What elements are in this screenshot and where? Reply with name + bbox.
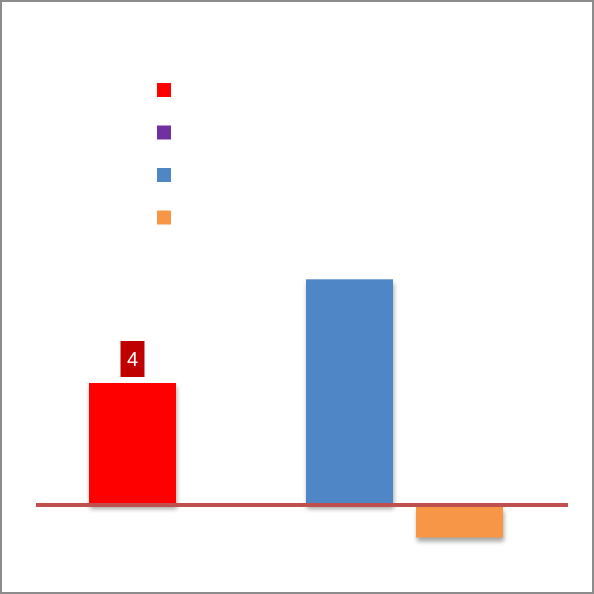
bar-series-group <box>89 279 503 538</box>
legend-swatch-1 <box>157 83 171 97</box>
data-label-1: 4 <box>127 349 138 371</box>
data-labels-group: 4 <box>120 341 145 377</box>
bar-series-4 <box>416 507 503 538</box>
chart-legend <box>157 83 171 225</box>
legend-swatch-2 <box>157 125 171 140</box>
bar-series-3 <box>306 279 393 505</box>
legend-swatch-3 <box>157 168 171 182</box>
bar-series-1 <box>89 383 176 505</box>
legend-swatch-4 <box>157 210 171 225</box>
data-label-background-1 <box>120 341 145 377</box>
